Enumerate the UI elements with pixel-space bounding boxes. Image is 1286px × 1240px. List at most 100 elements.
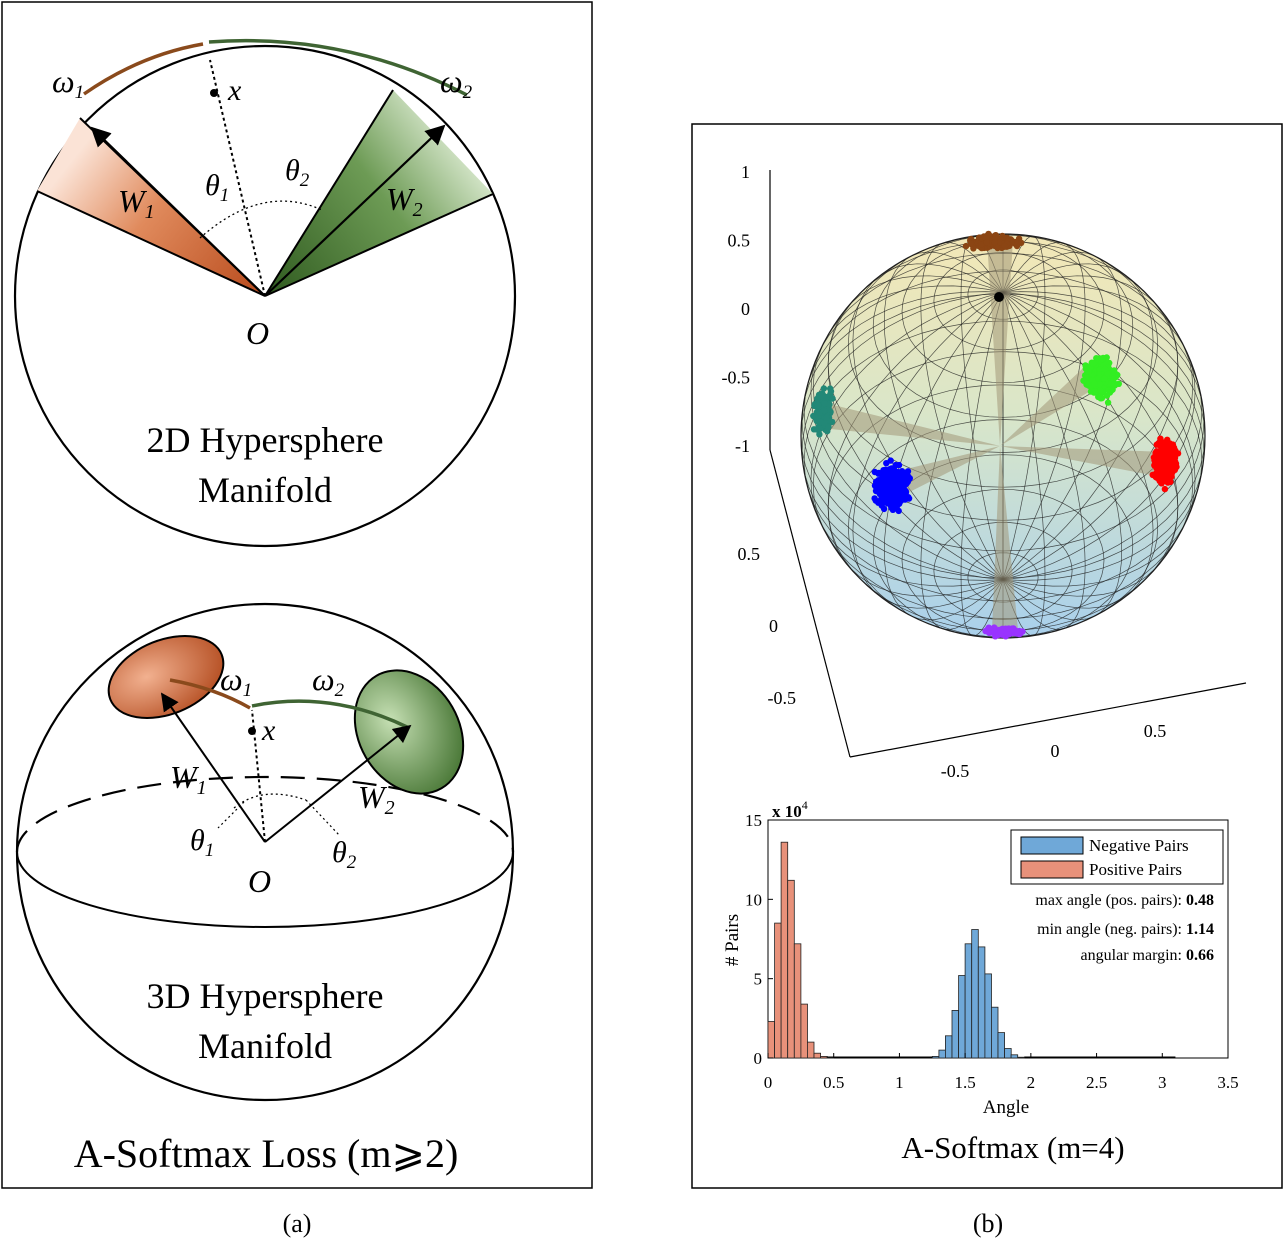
omega1-arc-3d: [169, 678, 251, 710]
origin-label: O: [246, 315, 269, 351]
sphere-meridian-line: [810, 292, 1004, 587]
sphere-meridian-line: [1002, 263, 1154, 580]
histogram-bar: [971, 929, 979, 1059]
histogram-bar: [793, 943, 802, 1059]
equator-front: [16, 851, 514, 928]
omega2-arc-3d: [251, 699, 408, 729]
feature-cluster: [1149, 435, 1182, 493]
panel-b-title: A-Softmax (m=4): [901, 1130, 1124, 1165]
sphere-weight-rays: [817, 240, 1170, 631]
histogram-bar: [964, 943, 973, 1059]
sphere-meridian-line: [960, 292, 1004, 637]
histogram-x-ticks: 0 0.5 1 1.5 2 2.5 3 3.5: [764, 1053, 1239, 1092]
hypersphere-3d-label-line1: 3D Hypersphere: [147, 976, 384, 1016]
hypersphere-3d-label-line2: Manifold: [198, 1026, 332, 1066]
histogram-y-ticks: 15 10 5 0: [745, 811, 773, 1068]
histogram-bar: [767, 1021, 775, 1059]
x-point: [210, 89, 218, 97]
theta2-leader: [305, 799, 341, 837]
hypersphere-2d-label-line1: 2D Hypersphere: [147, 420, 384, 460]
panel-a-border: [1, 1, 593, 1189]
w1-label-3d: W1: [170, 759, 207, 799]
histogram-bar: [1010, 1054, 1019, 1059]
z-tick-label: 1: [741, 162, 750, 182]
x-tick-label: 1: [895, 1073, 904, 1092]
y-tick-label: 15: [745, 811, 762, 830]
sphere-axes: 1 0.5 0 -0.5 -1 0.5 0 -0.5 -0.5 0 0.5: [722, 162, 1247, 781]
theta1-label-3d: θ1: [190, 824, 214, 861]
w2-arrow-3d: [264, 724, 412, 843]
sphere-meridian-line: [1002, 292, 1205, 581]
histogram-bar: [931, 1056, 940, 1059]
sphere-pole: [994, 292, 1004, 302]
omega1-arc: [83, 42, 204, 96]
theta1-label: θ1: [205, 169, 229, 206]
x-label: x: [227, 74, 242, 107]
histogram-bar: [1004, 1048, 1012, 1059]
w1-arrow-3d: [160, 692, 266, 843]
omega1-label: ω1: [52, 63, 84, 103]
z-tick-label: 0.5: [728, 231, 751, 251]
omega1-label-3d: ω1: [220, 661, 252, 701]
histogram-bar: [1017, 1056, 1025, 1059]
top-diagram-2d: ω1 ω2 x W1 W2 θ1 θ2 O 2D Hypersphere Man…: [13, 38, 517, 548]
weight-ray: [1000, 446, 1170, 478]
sphere-meridian-line: [1002, 285, 1196, 580]
weight-ray: [890, 446, 1000, 498]
histogram-bar: [977, 946, 986, 1059]
feature-cluster: [1080, 354, 1123, 406]
histogram-xlabel: Angle: [983, 1097, 1029, 1118]
sphere-meridian-line: [810, 285, 1004, 580]
histogram-bar: [958, 975, 966, 1059]
sphere-meridian-line: [883, 292, 1004, 621]
feature-cluster: [810, 385, 836, 438]
w1-cap: [107, 634, 225, 720]
histogram-bar: [945, 1035, 953, 1059]
histogram-bar: [938, 1049, 946, 1059]
omega2-arc: [208, 38, 468, 97]
x-tick-label: 0.5: [823, 1073, 844, 1092]
y-tick-label: 0: [754, 1049, 763, 1068]
histogram-stats: max angle (pos. pairs): 0.48 min angle (…: [1035, 892, 1214, 964]
angle-histogram: 15 10 5 0 0 0.5 1 1.5 2 2.5 3 3.5 x 104 # Pairs An…: [722, 798, 1239, 1118]
y-tick-label: 0: [769, 616, 778, 636]
sphere-meridian-line: [1002, 292, 1123, 621]
equator-back: [15, 775, 515, 853]
histogram-bar: [800, 1003, 808, 1059]
w1-arrow: [90, 126, 266, 297]
w1-label: W1: [118, 183, 155, 223]
panel-a: ω1 ω2 x W1 W2 θ1 θ2 O 2D Hypersphere Man…: [1, 1, 593, 1189]
w1-sector: [37, 118, 265, 296]
w2-label: W2: [386, 181, 423, 221]
unit-sphere: [800, 230, 1206, 640]
y-tick-label: 0.5: [738, 544, 761, 564]
legend-swatch-negative: [1020, 836, 1084, 855]
sphere-meridian-line: [1002, 275, 1179, 580]
z-tick-label: -1: [735, 436, 750, 456]
theta1-leader: [217, 801, 245, 829]
legend-label-negative: Negative Pairs: [1089, 836, 1189, 855]
theta-arc: [199, 200, 323, 239]
histogram-legend: Negative Pairs Positive Pairs: [1010, 829, 1224, 885]
sphere-meridian-line: [883, 251, 1004, 580]
w2-arrow: [264, 124, 446, 297]
z-tick-labels: 1 0.5 0 -0.5 -1: [722, 162, 751, 456]
weight-ray: [817, 402, 1000, 446]
theta2-label-3d: θ2: [332, 836, 357, 873]
y-tick-labels: 0.5 0 -0.5: [738, 544, 797, 708]
x-tick-label: 3.5: [1217, 1073, 1238, 1092]
histogram-bar: [807, 1041, 815, 1059]
histogram-bar: [997, 1032, 1005, 1059]
histogram-bar: [813, 1052, 821, 1059]
theta2-label: θ2: [285, 154, 310, 191]
z-tick-label: 0: [741, 299, 750, 319]
x-tick-label: -0.5: [941, 761, 970, 781]
stat-min-angle-neg: min angle (neg. pairs): 1.14: [1037, 921, 1214, 938]
sphere-meridian-line: [1002, 292, 1154, 609]
x-label-3d: x: [261, 714, 276, 747]
sphere-meridian-line: [1002, 292, 1179, 597]
x-tick-label: 3: [1158, 1073, 1167, 1092]
w2-label-3d: W2: [358, 779, 395, 819]
feature-cluster: [871, 457, 913, 515]
